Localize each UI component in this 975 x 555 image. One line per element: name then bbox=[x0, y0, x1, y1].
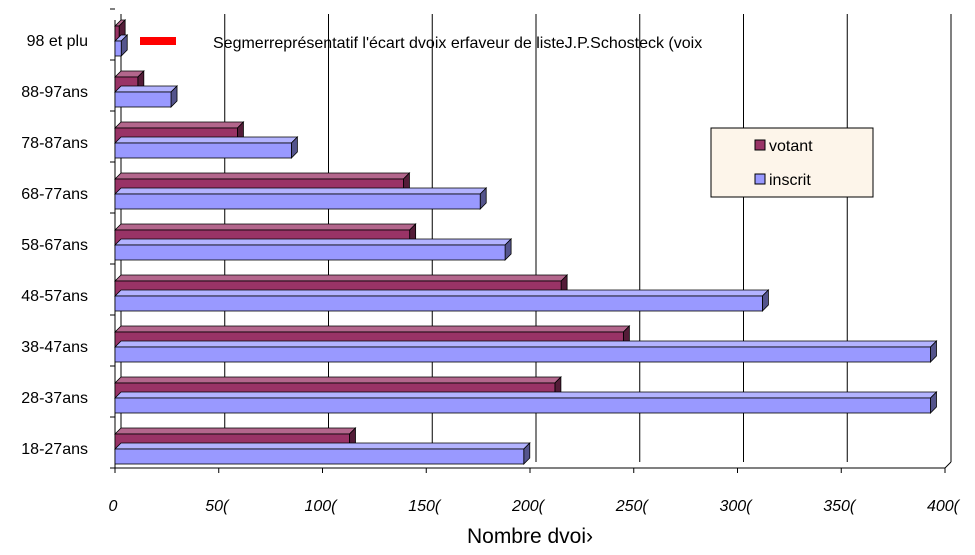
category-label: 68-77ans bbox=[21, 186, 88, 203]
x-tick-label: 0 bbox=[109, 498, 118, 515]
category-label: 98 et plu bbox=[27, 33, 88, 50]
annotation-swatch bbox=[140, 37, 176, 45]
bar-inscrit bbox=[114, 442, 531, 465]
x-tick-label: 100( bbox=[304, 498, 338, 515]
legend-swatch-inscrit bbox=[754, 173, 766, 185]
bar-inscrit bbox=[114, 187, 488, 210]
axis-ticks bbox=[110, 8, 946, 473]
legend-swatch-votant bbox=[754, 139, 766, 151]
bar-inscrit bbox=[114, 238, 513, 261]
category-label: 78-87ans bbox=[21, 135, 88, 152]
bars bbox=[114, 19, 938, 465]
bar-inscrit bbox=[114, 136, 299, 159]
bar-inscrit bbox=[114, 34, 129, 57]
x-tick-label: 300( bbox=[719, 498, 753, 515]
category-label: 28-37ans bbox=[21, 390, 88, 407]
annotation: Segmerreprésentatif l'écart dvoix erfave… bbox=[140, 35, 702, 52]
x-tick-label: 350( bbox=[823, 498, 857, 515]
plot-floor-right-edge bbox=[944, 461, 952, 469]
annotation-text: Segmerreprésentatif l'écart dvoix erfave… bbox=[213, 35, 702, 52]
category-label: 48-57ans bbox=[21, 288, 88, 305]
x-axis-title: Nombre dvoi› bbox=[467, 525, 593, 548]
legend-label-votant: votant bbox=[769, 138, 813, 155]
x-tick-label: 150( bbox=[408, 498, 442, 515]
category-label: 88-97ans bbox=[21, 84, 88, 101]
category-label: 58-67ans bbox=[21, 237, 88, 254]
bar-inscrit bbox=[114, 391, 938, 414]
x-tick-label: 200( bbox=[511, 498, 546, 515]
bar-inscrit bbox=[114, 289, 770, 312]
x-tick-label: 50( bbox=[205, 498, 230, 515]
category-labels: 18-27ans 28-37ans 38-47ans 48-57ans 58-67ans… bbox=[21, 33, 88, 458]
legend-box bbox=[710, 127, 874, 198]
x-tick-label: 250( bbox=[615, 498, 650, 515]
legend: votant inscrit bbox=[710, 127, 874, 198]
category-label: 38-47ans bbox=[21, 339, 88, 356]
x-tick-label: 400( bbox=[927, 498, 961, 515]
bar-inscrit bbox=[114, 85, 178, 108]
legend-label-inscrit: inscrit bbox=[769, 172, 811, 189]
grid-lines bbox=[224, 14, 952, 462]
bar-inscrit bbox=[114, 340, 938, 363]
x-tick-labels: 0 50( 100( 150( 200( 250( 300( 350( 400( bbox=[109, 498, 961, 515]
category-label: 18-27ans bbox=[21, 441, 88, 458]
